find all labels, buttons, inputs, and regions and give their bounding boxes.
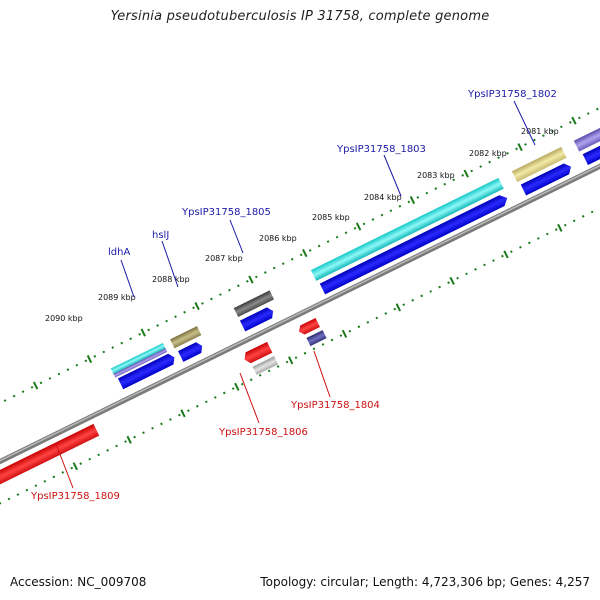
cds-arrow-1805 — [239, 307, 274, 332]
tick-mark — [449, 276, 455, 285]
tick-mark — [503, 250, 509, 259]
callout-line-1802 — [513, 100, 536, 146]
tick-mark — [463, 169, 469, 178]
callout-line-1803 — [383, 154, 402, 197]
tick-mark — [557, 223, 563, 232]
tick-mark — [409, 196, 416, 205]
cds-arrow-1801 — [582, 136, 600, 165]
genome-stats-text: Topology: circular; Length: 4,723,306 bp… — [260, 575, 590, 589]
callout-line-1805 — [229, 219, 244, 254]
tick-mark — [302, 249, 308, 258]
tick-label: 2087 kbp — [205, 254, 243, 263]
feature-1804 — [306, 330, 327, 347]
gene-label-1802: YpsIP31758_1802 — [467, 89, 557, 100]
feature-ldhA-underlay — [113, 348, 168, 378]
tick-label: 2084 kbp — [364, 193, 402, 202]
tick-mark — [72, 462, 78, 471]
feature-1805 — [233, 290, 275, 318]
callout-line-1804 — [313, 350, 331, 398]
tick-label: 2082 kbp — [469, 149, 507, 158]
tick-label: 2090 kbp — [45, 314, 83, 323]
gene-label-1803: YpsIP31758_1803 — [336, 144, 426, 155]
inner-tick-marks — [72, 223, 563, 471]
gene-label-hslJ: hslJ — [152, 230, 169, 241]
feature-1801 — [573, 123, 600, 152]
tick-mark — [32, 381, 39, 390]
callout-line-1809 — [55, 443, 74, 489]
cds-arrow-1804 — [298, 317, 320, 335]
callout-line-1806 — [239, 372, 260, 424]
cds-arrow-1809 — [0, 423, 100, 498]
outer-guide-line — [0, 104, 600, 424]
cds-arrow-hslJ — [178, 342, 203, 362]
tick-mark — [288, 356, 294, 365]
tick-mark — [355, 222, 362, 231]
cds-arrow-1802 — [520, 163, 571, 196]
tick-mark — [248, 275, 254, 284]
feature-ldhA — [110, 342, 166, 374]
tick-labels: 2090 kbp 2089 kbp 2088 kbp 2087 kbp 2086… — [45, 127, 559, 323]
genome-track — [0, 104, 600, 505]
tick-label: 2089 kbp — [98, 293, 136, 302]
feature-hslJ — [170, 326, 202, 349]
callout-line-ldhA — [120, 259, 135, 298]
genome-backbone — [0, 150, 600, 473]
gene-label-1804: YpsIP31758_1804 — [290, 400, 380, 411]
genome-backbone-highlight — [0, 150, 600, 471]
accession-text: Accession: NC_009708 — [10, 575, 147, 589]
tick-mark — [140, 328, 146, 337]
feature-1803 — [310, 177, 504, 281]
tick-mark — [234, 382, 240, 391]
feature-1802 — [511, 146, 567, 182]
gene-label-1809: YpsIP31758_1809 — [30, 491, 120, 502]
tick-mark — [180, 409, 186, 418]
cds-arrow-1803 — [319, 195, 508, 295]
tick-mark — [194, 302, 200, 311]
tick-mark — [341, 329, 348, 338]
tick-label: 2083 kbp — [417, 171, 455, 180]
callout-line-hslJ — [161, 240, 179, 288]
gene-label-ldhA: ldhA — [108, 247, 130, 258]
tick-mark — [126, 435, 132, 444]
tick-label: 2085 kbp — [312, 213, 350, 222]
feature-1806 — [252, 356, 279, 375]
tick-mark — [86, 355, 93, 364]
callout-lines — [55, 100, 536, 489]
outer-tick-marks — [32, 116, 577, 390]
tick-mark — [395, 303, 402, 312]
gene-label-1806: YpsIP31758_1806 — [218, 427, 308, 438]
tick-label: 2081 kbp — [521, 127, 559, 136]
tick-label: 2086 kbp — [259, 234, 297, 243]
gene-labels: ldhA hslJ YpsIP31758_1805 YpsIP31758_180… — [30, 89, 557, 502]
tick-mark — [517, 143, 523, 152]
gene-label-1805: YpsIP31758_1805 — [181, 207, 271, 218]
cds-arrow-1806 — [244, 341, 273, 364]
cds-arrow-ldhA — [117, 353, 175, 390]
tick-mark — [571, 116, 577, 125]
inner-guide-line — [0, 185, 600, 505]
map-title: Yersinia pseudotuberculosis IP 31758, co… — [110, 9, 490, 24]
tick-label: 2088 kbp — [152, 275, 190, 284]
